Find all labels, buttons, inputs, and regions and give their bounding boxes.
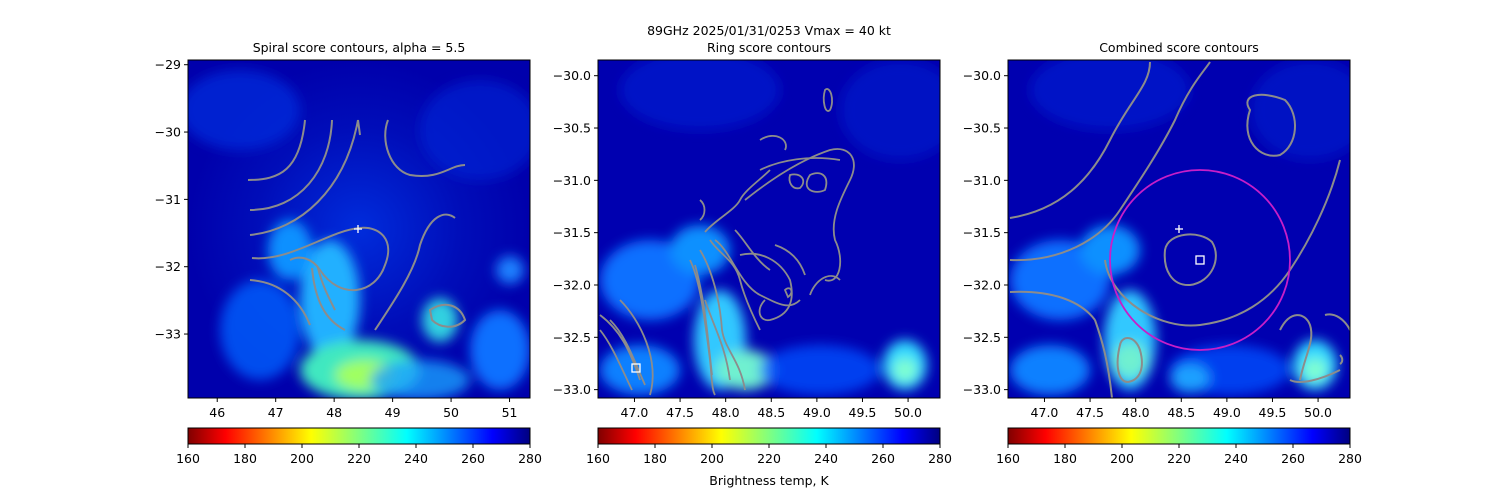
panel-combined-square-marker [1195,255,1205,265]
y-tick-label: −30.0 [553,68,591,83]
x-tick-label: 47.5 [1076,405,1104,420]
colorbar-tick-label: 180 [643,451,667,466]
colorbar-tick-label: 240 [1224,451,1248,466]
y-tick-label: −33.0 [553,382,591,397]
panel-combined-heatmap [1008,60,1350,398]
x-tick-label: 50.0 [894,405,922,420]
panel-spiral-colorbar: 160 180 200 220 240 260 280 [176,427,542,466]
colorbar-tick-label: 180 [233,451,257,466]
x-tick-label: 48.0 [712,405,740,420]
panel-ring: Ring score contours [553,40,952,488]
figure-suptitle: 89GHz 2025/01/31/0253 Vmax = 40 kt [647,23,891,38]
panel-spiral: Spiral score contours, alpha = 5.5 [155,40,542,466]
y-tick-label: −31.0 [963,173,1001,188]
panel-ring-title: Ring score contours [707,40,831,55]
y-tick-label: −31.5 [963,225,1001,240]
y-tick-label: −30 [155,125,181,140]
y-tick-label: −31.5 [553,225,591,240]
colorbar-tick-label: 240 [814,451,838,466]
y-tick-label: −32.0 [963,277,1001,292]
panel-combined: Combined score contours [963,40,1362,466]
colorbar-tick-label: 160 [586,451,610,466]
colorbar-label: Brightness temp, K [709,473,829,488]
colorbar-tick-label: 240 [404,451,428,466]
x-tick-label: 48.5 [757,405,785,420]
colorbar-tick-label: 160 [176,451,200,466]
panel-combined-axes: 47.0 47.5 48.0 48.5 49.0 49.5 50.0 −30.0 −30.5 −3… [963,68,1332,420]
y-tick-label: −30.5 [553,121,591,136]
y-tick-label: −33 [155,327,181,342]
panel-ring-contours [599,88,855,396]
panel-spiral-title: Spiral score contours, alpha = 5.5 [253,40,466,55]
colorbar-tick-label: 260 [461,451,485,466]
x-tick-label: 50.0 [1304,405,1332,420]
panel-spiral-contours [247,119,467,331]
x-tick-label: 51 [502,405,518,420]
colorbar-tick-label: 220 [347,451,371,466]
y-tick-label: −33.0 [963,382,1001,397]
x-tick-label: 47 [268,405,284,420]
panel-ring-colorbar: 160 180 200 220 240 260 280 [586,427,952,466]
y-tick-label: −32.5 [963,330,1001,345]
x-tick-label: 47.0 [1031,405,1059,420]
y-tick-label: −32.0 [553,277,591,292]
panel-combined-title: Combined score contours [1099,40,1259,55]
x-tick-label: 48.0 [1122,405,1150,420]
y-tick-label: −30.0 [963,68,1001,83]
x-tick-label: 46 [209,405,225,420]
panel-combined-colorbar: 160 180 200 220 240 260 280 [996,427,1362,466]
panel-combined-frame [1007,59,1351,399]
panel-spiral-center-marker [354,225,362,233]
y-tick-label: −31 [155,192,181,207]
x-tick-label: 49.0 [1213,405,1241,420]
colorbar-tick-label: 200 [1110,451,1134,466]
y-tick-label: −32.5 [553,330,591,345]
x-tick-label: 47.5 [666,405,694,420]
y-tick-label: −32 [155,259,181,274]
x-tick-label: 47.0 [621,405,649,420]
y-tick-label: −29 [155,57,181,72]
colorbar-tick-label: 160 [996,451,1020,466]
y-tick-label: −31.0 [553,173,591,188]
panel-ring-heatmap [598,60,940,398]
x-tick-label: 49 [385,405,401,420]
x-tick-label: 50 [443,405,459,420]
panel-combined-ring-circle [1109,169,1291,351]
panel-spiral-axes: 46 47 48 49 50 51 −29 −30 −31 −32 −33 [155,57,518,420]
x-tick-label: 48 [326,405,342,420]
x-tick-label: 49.0 [803,405,831,420]
colorbar-tick-label: 280 [518,451,542,466]
colorbar-tick-label: 260 [1281,451,1305,466]
colorbar-tick-label: 280 [1338,451,1362,466]
x-tick-label: 49.5 [1259,405,1287,420]
x-tick-label: 48.5 [1167,405,1195,420]
panel-spiral-frame [187,59,531,399]
panel-ring-square-marker [631,363,641,373]
panel-combined-contours [1009,61,1350,398]
colorbar-tick-label: 200 [290,451,314,466]
colorbar-tick-label: 260 [871,451,895,466]
panel-combined-center-marker [1175,225,1183,233]
x-tick-label: 49.5 [849,405,877,420]
colorbar-tick-label: 280 [928,451,952,466]
colorbar-tick-label: 220 [1167,451,1191,466]
panel-ring-frame [597,59,941,399]
colorbar-tick-label: 220 [757,451,781,466]
panel-spiral-heatmap [188,60,530,398]
colorbar-tick-label: 180 [1053,451,1077,466]
colorbar-tick-label: 200 [700,451,724,466]
y-tick-label: −30.5 [963,121,1001,136]
panel-ring-axes: 47.0 47.5 48.0 48.5 49.0 49.5 50.0 −30.0 −30.5 −3… [553,68,922,420]
